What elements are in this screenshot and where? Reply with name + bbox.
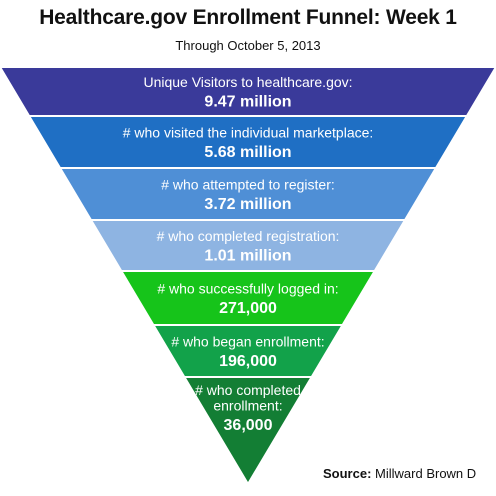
chart-subtitle: Through October 5, 2013: [175, 38, 321, 53]
funnel-stage-5-value: 271,000: [219, 300, 277, 317]
funnel-stage-6-value: 196,000: [219, 353, 277, 370]
funnel-stage-7-label: # who completed: [195, 382, 301, 398]
source-text: Millward Brown D: [375, 466, 477, 481]
funnel-stage-2-label: # who visited the individual marketplace…: [123, 124, 374, 140]
funnel-stage-4-label: # who completed registration:: [157, 228, 340, 244]
funnel-stage-6-label: # who began enrollment:: [171, 333, 324, 349]
funnel-stage-3-label: # who attempted to register:: [161, 176, 335, 192]
source-label: Source:: [323, 466, 372, 481]
funnel-stage-5: [119, 270, 377, 326]
funnel-stage-1-label: Unique Visitors to healthcare.gov:: [143, 74, 352, 90]
funnel-stage-3-value: 3.72 million: [204, 196, 291, 213]
source-note: Source: Millward Brown D: [323, 466, 476, 481]
funnel-stage-7-label: enrollment:: [213, 398, 282, 414]
funnel-stage-7: [182, 376, 314, 486]
funnel-stage-2-value: 5.68 million: [204, 144, 291, 161]
funnel-stage-4-value: 1.01 million: [204, 247, 291, 264]
funnel-stage-1-value: 9.47 million: [204, 93, 291, 110]
funnel-stage-5-label: # who successfully logged in:: [157, 280, 338, 296]
funnel-stage-7-value: 36,000: [224, 417, 273, 434]
chart-title: Healthcare.gov Enrollment Funnel: Week 1: [39, 6, 457, 29]
